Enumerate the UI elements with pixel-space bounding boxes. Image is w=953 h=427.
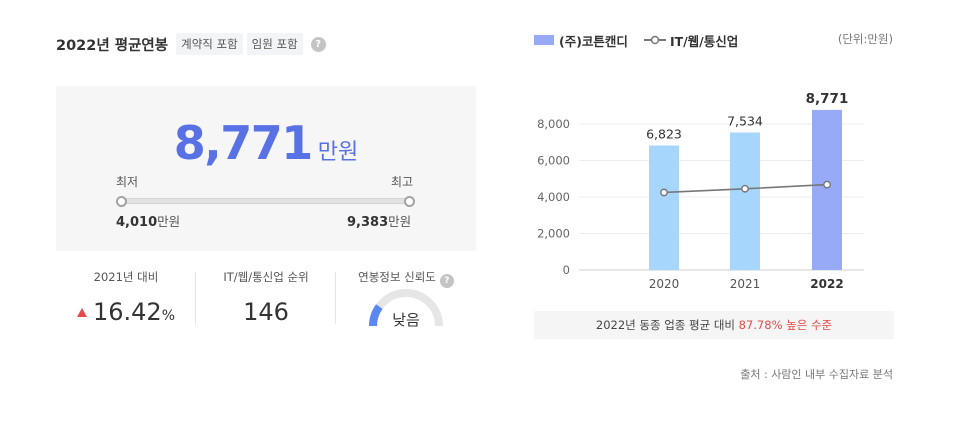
legend-industry-label: IT/웹/통신업 <box>669 33 739 49</box>
reliability-gauge: 낮음 <box>369 289 443 329</box>
bar-2021 <box>730 132 760 270</box>
bar-2020 <box>649 145 679 270</box>
reliability-label: 연봉정보 신뢰도? <box>336 268 476 288</box>
unit-note: (단위:만원) <box>837 32 893 46</box>
data-source: 출처 : 사람인 내부 수집자료 분석 <box>740 368 893 381</box>
yoy-value: 16.42% <box>56 298 196 326</box>
industry-point-2020 <box>660 188 668 197</box>
industry-point-2021 <box>741 184 749 193</box>
range-min-knob <box>116 196 127 207</box>
bar-value-label: 7,534 <box>727 114 763 129</box>
salary-bar-chart: 8,000 6,000 4,000 2,000 0 6,823 2020 7,534 2021 8… <box>537 91 864 291</box>
average-salary-value: 8,771 <box>173 116 314 170</box>
stat-yoy: 2021년 대비 16.42% <box>56 268 196 328</box>
reliability-value: 낮음 <box>392 311 420 329</box>
rank-label: IT/웹/통신업 순위 <box>223 270 309 284</box>
range-max-label: 최고 <box>391 175 414 189</box>
x-tick-label: 2020 <box>649 277 680 291</box>
tag-executive: 임원 포함 <box>246 33 303 55</box>
average-salary-box: 8,771 만원 최저 최고 4,010만원 9,383만원 <box>56 86 476 251</box>
reliability-gauge-fill <box>369 304 383 327</box>
legend-industry-line-icon <box>643 35 666 45</box>
y-tick-label: 0 <box>563 263 570 277</box>
range-max-knob <box>404 196 415 207</box>
y-tick-label: 2,000 <box>537 227 570 241</box>
up-arrow-icon <box>76 308 87 317</box>
salary-range-track <box>120 198 410 204</box>
tag-contract: 계약직 포함 <box>176 33 243 55</box>
yoy-label: 2021년 대비 <box>93 270 159 284</box>
bar-value-label: 8,771 <box>806 91 849 107</box>
comparison-highlight: 87.78% 높은 수준 <box>738 318 833 332</box>
y-tick-label: 8,000 <box>537 117 570 131</box>
y-tick-label: 4,000 <box>537 190 570 204</box>
average-salary-unit: 만원 <box>317 140 359 165</box>
stat-rank: IT/웹/통신업 순위 146 <box>196 268 336 328</box>
chart-panel: (주)코튼캔디 IT/웹/통신업 (단위:만원) 8,000 6,000 4,000… <box>534 0 899 427</box>
help-icon[interactable]: ? <box>310 36 326 52</box>
stat-reliability: 연봉정보 신뢰도? 낮음 <box>336 268 476 329</box>
range-max-value: 9,383만원 <box>347 214 412 230</box>
title-row: 2022년 평균연봉 계약직 포함 임원 포함 ? <box>56 33 326 55</box>
help-icon[interactable]: ? <box>439 274 454 288</box>
stat-divider <box>195 272 196 324</box>
page-title: 2022년 평균연봉 <box>56 37 169 54</box>
bar-2022 <box>812 109 842 270</box>
legend-company-label: (주)코튼캔디 <box>559 33 628 49</box>
stat-divider <box>335 272 336 324</box>
range-min-label: 최저 <box>116 175 139 189</box>
x-tick-label: 2022 <box>810 277 843 291</box>
range-min-value: 4,010만원 <box>116 214 181 230</box>
chart-legend: (주)코튼캔디 IT/웹/통신업 <box>534 30 754 50</box>
comparison-summary: 2022년 동종 업종 평균 대비 87.78% 높은 수준 <box>534 311 894 339</box>
legend-company-swatch <box>534 35 554 45</box>
x-tick-label: 2021 <box>730 277 761 291</box>
industry-point-2022 <box>823 180 831 189</box>
y-tick-label: 6,000 <box>537 154 570 168</box>
bar-value-label: 6,823 <box>646 126 682 141</box>
rank-value: 146 <box>243 298 289 326</box>
stats-row: 2021년 대비 16.42% IT/웹/통신업 순위 146 연봉정보 신뢰도… <box>56 268 476 329</box>
average-salary: 8,771 만원 <box>56 116 476 170</box>
salary-panel: 2022년 평균연봉 계약직 포함 임원 포함 ? 8,771 만원 최저 최고 … <box>56 0 476 427</box>
